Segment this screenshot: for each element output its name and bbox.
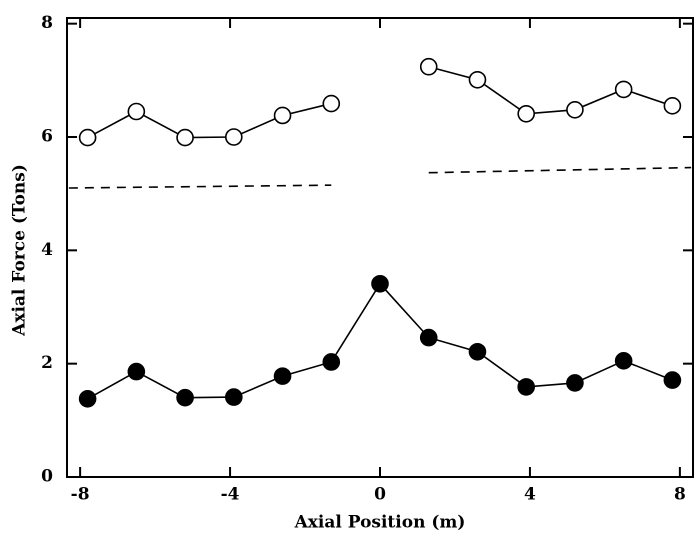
data-point <box>468 342 487 361</box>
data-point <box>127 362 146 381</box>
x-tick-label: -4 <box>221 485 240 505</box>
data-point <box>273 106 292 125</box>
data-point <box>176 388 194 407</box>
series-line <box>87 282 673 400</box>
data-point <box>322 94 341 113</box>
data-point <box>419 328 438 347</box>
data-point <box>225 388 243 406</box>
data-point <box>225 128 243 146</box>
series-line <box>87 65 673 139</box>
x-tick-label: 8 <box>674 485 686 505</box>
data-point <box>614 352 633 370</box>
data-point <box>78 128 97 147</box>
data-point <box>419 57 438 76</box>
data-point <box>127 102 146 121</box>
y-tick-label: 2 <box>41 353 53 373</box>
x-tick-label: 0 <box>374 485 386 505</box>
data-point <box>663 371 682 389</box>
x-tick-label: -8 <box>71 485 90 505</box>
data-point <box>614 80 633 99</box>
data-point <box>273 367 292 385</box>
data-point <box>663 97 682 115</box>
y-axis-label: Axial Force (Tons) <box>10 164 30 337</box>
data-point <box>468 70 487 89</box>
x-axis-label: Axial Position (m) <box>294 513 466 533</box>
x-tick-label: 4 <box>524 485 536 505</box>
plot-frame <box>66 17 694 478</box>
data-point <box>322 353 341 371</box>
series-line <box>68 166 692 189</box>
y-tick-label: 0 <box>41 467 53 487</box>
data-point <box>517 378 535 396</box>
data-point <box>176 128 194 147</box>
data-point <box>517 104 535 123</box>
data-point <box>371 274 389 293</box>
y-tick-label: 6 <box>41 127 53 147</box>
data-point <box>78 389 97 408</box>
data-point <box>566 101 584 119</box>
data-point <box>566 374 584 392</box>
y-tick-label: 8 <box>41 13 53 33</box>
y-tick-label: 4 <box>41 240 53 260</box>
